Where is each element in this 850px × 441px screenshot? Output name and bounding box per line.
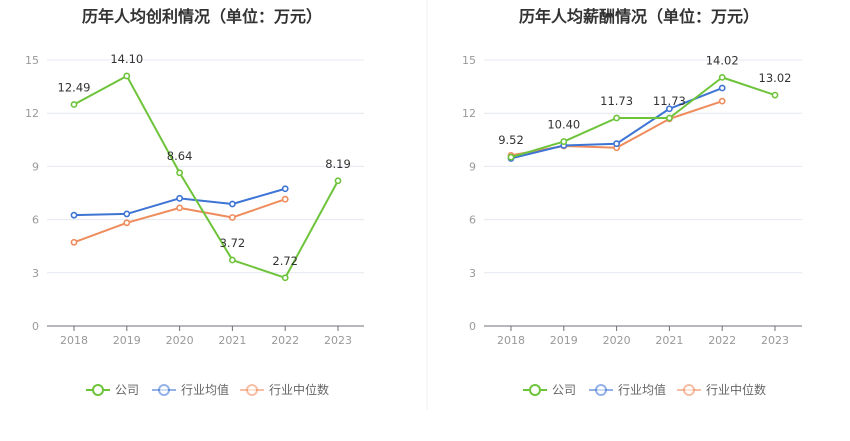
data-point bbox=[720, 99, 725, 104]
data-point bbox=[614, 141, 619, 146]
legend-label: 行业均值 bbox=[181, 382, 229, 397]
chart-2: 历年人均薪酬情况（单位：万元） 0 3 6 9 12 15 2018 2019 2020 2021 2… bbox=[462, 7, 802, 397]
data-point bbox=[283, 197, 288, 202]
data-label: 11.73 bbox=[600, 94, 633, 108]
legend-label: 公司 bbox=[115, 383, 139, 397]
y-tick-label: 0 bbox=[469, 320, 476, 333]
data-point bbox=[335, 178, 340, 183]
x-tick-label: 2021 bbox=[218, 334, 246, 347]
data-label: 8.19 bbox=[325, 157, 351, 171]
data-label: 14.10 bbox=[110, 52, 143, 66]
data-label: 9.52 bbox=[498, 133, 524, 147]
data-point bbox=[667, 115, 672, 120]
legend-label: 行业均值 bbox=[618, 382, 666, 397]
data-point bbox=[614, 115, 619, 120]
legend-marker-icon bbox=[93, 385, 103, 395]
data-point bbox=[561, 139, 566, 144]
legend-marker-icon bbox=[596, 385, 606, 395]
data-point bbox=[283, 275, 288, 280]
y-tick-label: 15 bbox=[462, 54, 476, 67]
data-point bbox=[508, 155, 513, 160]
data-point bbox=[772, 93, 777, 98]
data-point bbox=[177, 170, 182, 175]
data-point bbox=[720, 75, 725, 80]
y-tick-label: 9 bbox=[32, 160, 39, 173]
legend-item-2[interactable]: 行业中位数 bbox=[677, 382, 766, 397]
charts-svg: 历年人均创利情况（单位：万元） 0 3 6 9 12 15 2018 2019 2020 2021 2… bbox=[0, 0, 850, 437]
legend-marker-icon bbox=[247, 385, 257, 395]
y-tick-label: 0 bbox=[32, 320, 39, 333]
legend-item-1[interactable]: 行业均值 bbox=[589, 382, 666, 397]
legend-item-2[interactable]: 行业中位数 bbox=[240, 382, 329, 397]
legend-marker-icon bbox=[684, 385, 694, 395]
y-tick-label: 9 bbox=[469, 160, 476, 173]
y-tick-label: 3 bbox=[32, 267, 39, 280]
x-tick-label: 2020 bbox=[603, 334, 631, 347]
legend-item-1[interactable]: 行业均值 bbox=[152, 382, 229, 397]
data-point bbox=[124, 220, 129, 225]
x-tick-label: 2022 bbox=[708, 334, 736, 347]
y-tick-label: 12 bbox=[25, 107, 39, 120]
legend-marker-icon bbox=[159, 385, 169, 395]
y-tick-label: 6 bbox=[32, 214, 39, 227]
data-point bbox=[177, 196, 182, 201]
data-label: 12.49 bbox=[58, 81, 91, 95]
legend-label: 行业中位数 bbox=[269, 382, 329, 397]
y-tick-label: 6 bbox=[469, 214, 476, 227]
data-point bbox=[230, 257, 235, 262]
chart-canvas: 历年人均创利情况（单位：万元） 0 3 6 9 12 15 2018 2019 2020 2021 2… bbox=[0, 0, 850, 437]
legend-marker-icon bbox=[530, 385, 540, 395]
data-label: 10.40 bbox=[547, 118, 580, 132]
data-point bbox=[71, 213, 76, 218]
data-point bbox=[124, 211, 129, 216]
chart-1: 历年人均创利情况（单位：万元） 0 3 6 9 12 15 2018 2019 2020 2021 2… bbox=[25, 7, 364, 397]
x-tick-label: 2019 bbox=[550, 334, 578, 347]
data-label: 3.72 bbox=[220, 236, 246, 250]
x-tick-label: 2019 bbox=[113, 334, 141, 347]
data-point bbox=[177, 205, 182, 210]
x-tick-label: 2018 bbox=[60, 334, 88, 347]
y-tick-label: 12 bbox=[462, 107, 476, 120]
x-tick-label: 2023 bbox=[324, 334, 352, 347]
legend-label: 公司 bbox=[552, 383, 576, 397]
x-tick-label: 2022 bbox=[271, 334, 299, 347]
chart-title: 历年人均创利情况（单位：万元） bbox=[82, 7, 322, 26]
chart-title: 历年人均薪酬情况（单位：万元） bbox=[519, 7, 759, 26]
x-tick-label: 2020 bbox=[166, 334, 194, 347]
x-tick-label: 2021 bbox=[655, 334, 683, 347]
x-tick-label: 2023 bbox=[761, 334, 789, 347]
x-tick-label: 2018 bbox=[497, 334, 525, 347]
data-point bbox=[720, 85, 725, 90]
data-point bbox=[71, 240, 76, 245]
y-tick-label: 3 bbox=[469, 267, 476, 280]
data-point bbox=[124, 73, 129, 78]
data-label: 13.02 bbox=[759, 71, 792, 85]
data-label: 8.64 bbox=[167, 149, 193, 163]
data-point bbox=[230, 215, 235, 220]
data-point bbox=[283, 186, 288, 191]
series-line-0 bbox=[74, 76, 338, 278]
legend-item-0[interactable]: 公司 bbox=[523, 383, 576, 397]
y-tick-label: 15 bbox=[25, 54, 39, 67]
data-label: 14.02 bbox=[706, 53, 739, 67]
data-label: 2.72 bbox=[272, 254, 298, 268]
data-label: 11.73 bbox=[653, 94, 686, 108]
legend-item-0[interactable]: 公司 bbox=[86, 383, 139, 397]
data-point bbox=[71, 102, 76, 107]
data-point bbox=[230, 201, 235, 206]
legend-label: 行业中位数 bbox=[706, 382, 766, 397]
